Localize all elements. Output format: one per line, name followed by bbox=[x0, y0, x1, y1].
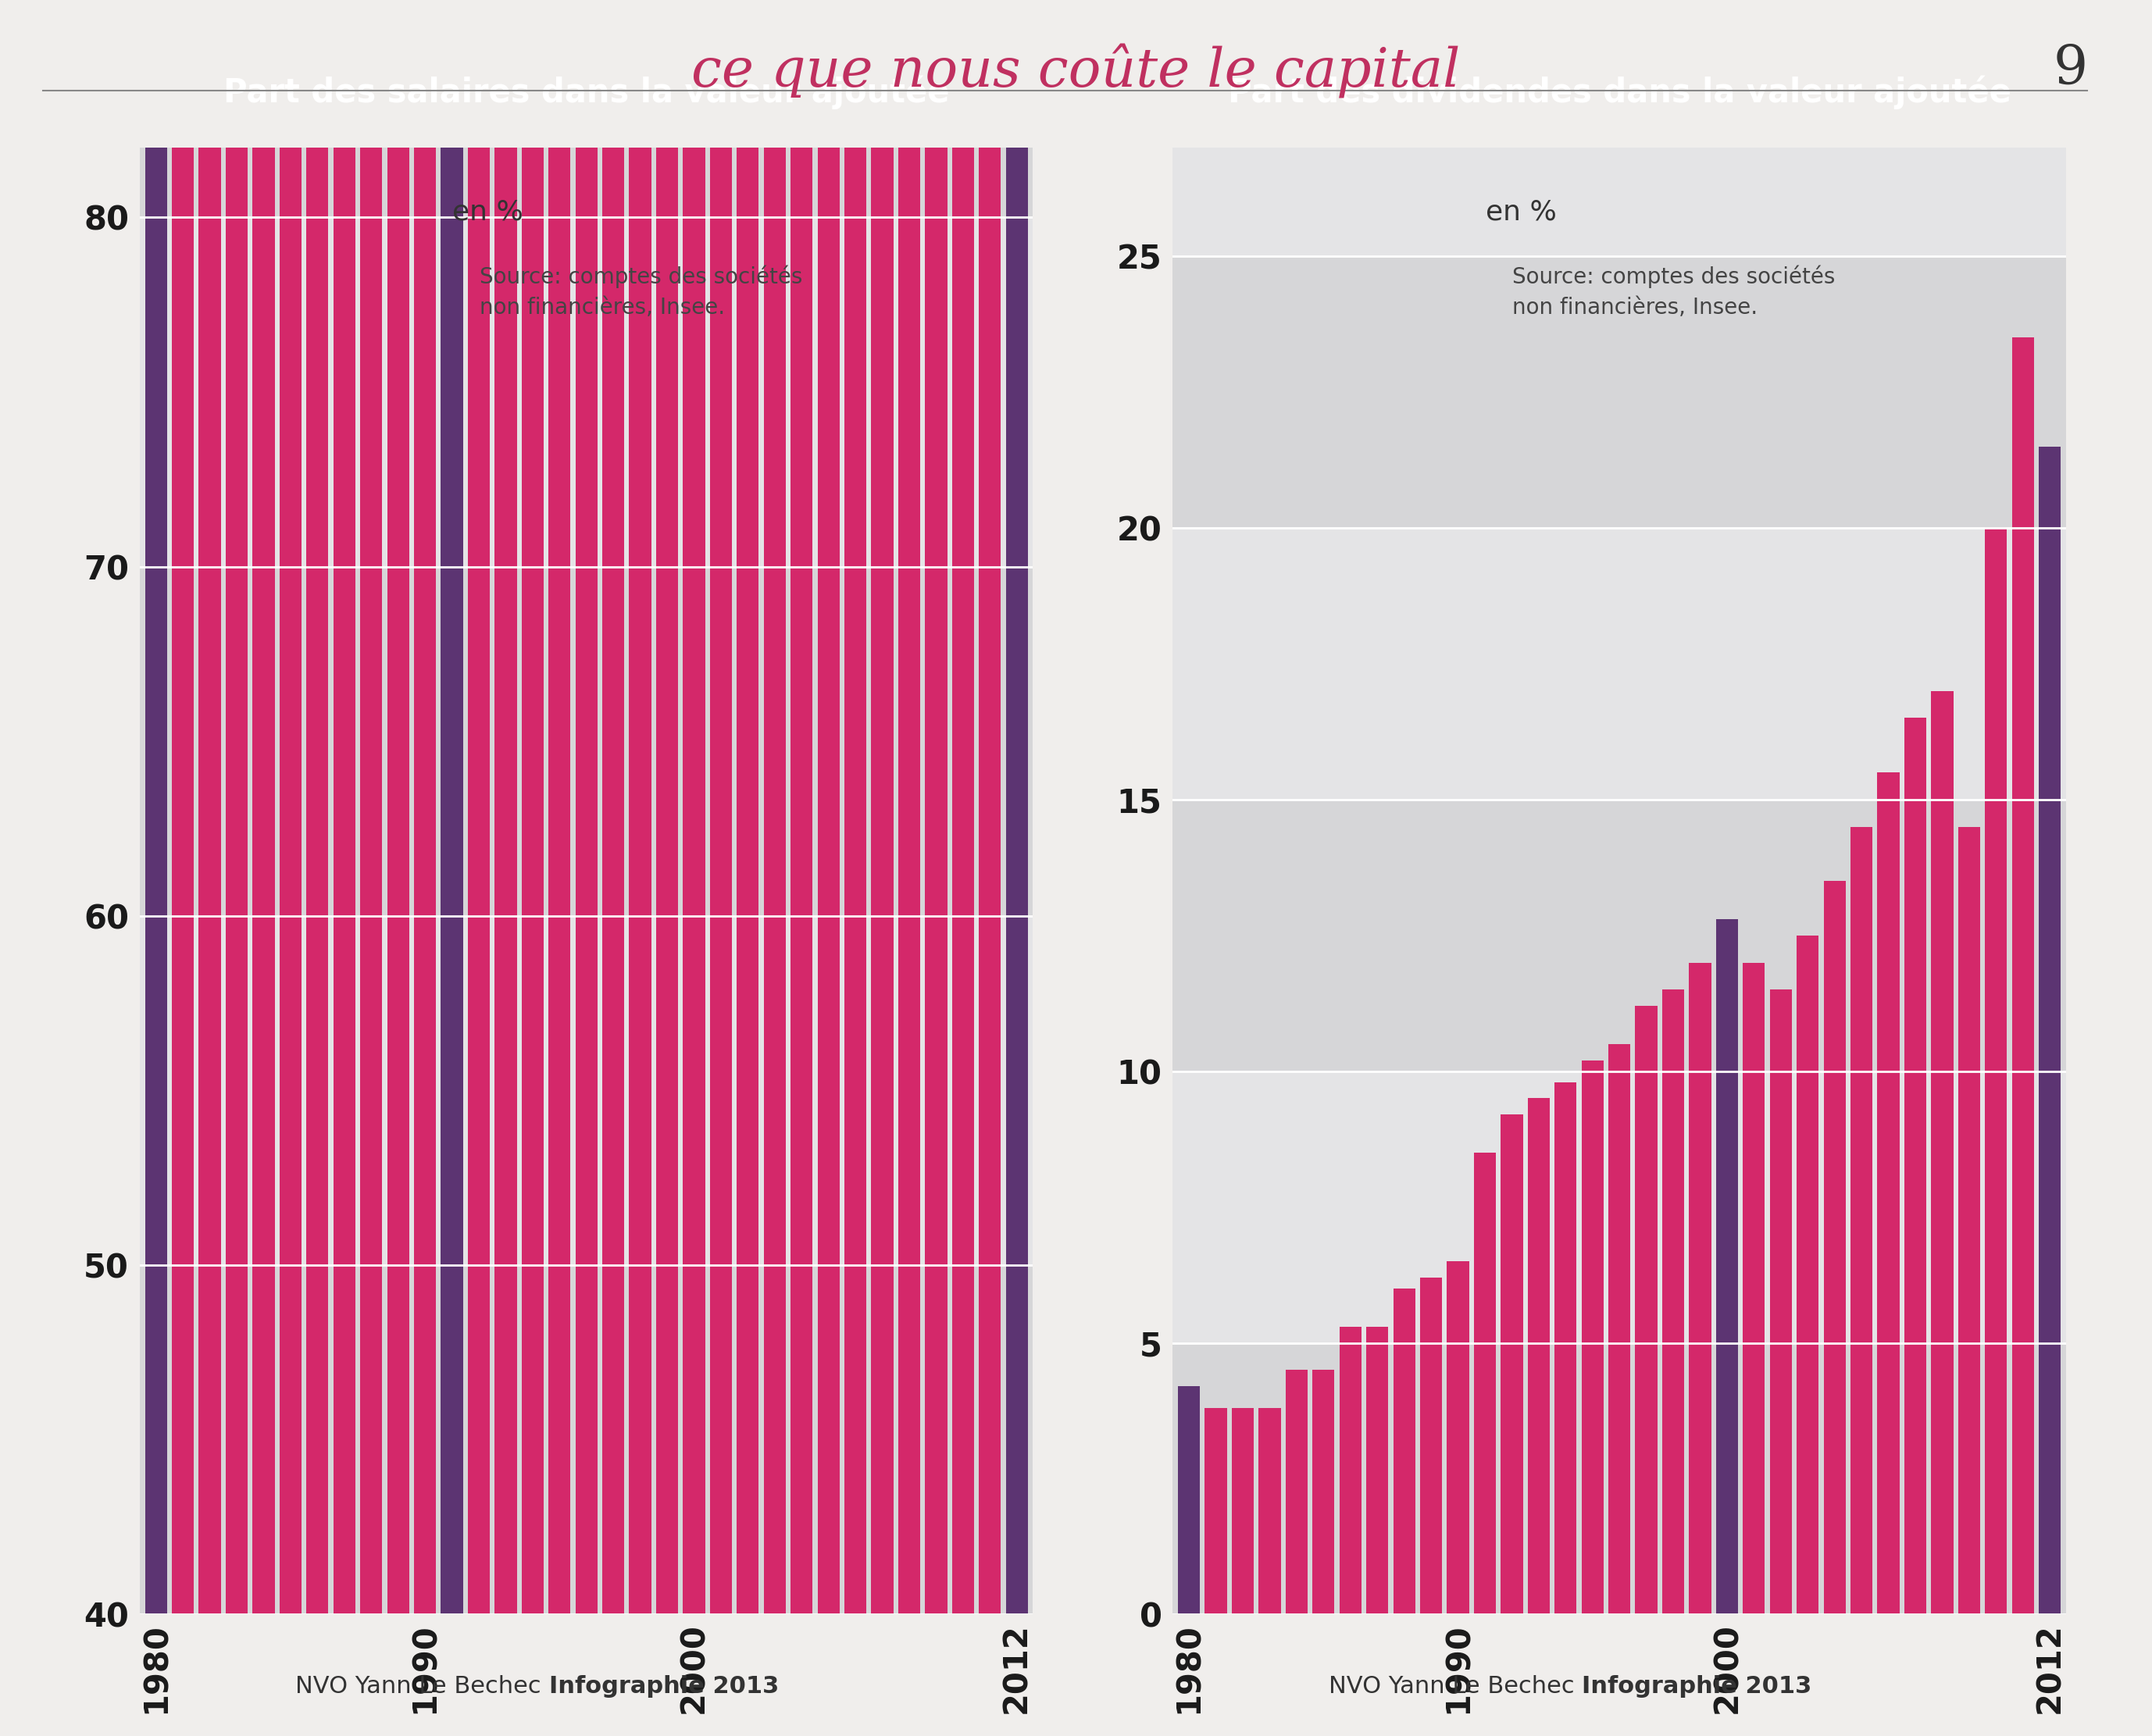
Bar bbox=[1205, 1408, 1227, 1614]
Bar bbox=[226, 0, 247, 1614]
Bar bbox=[1554, 1082, 1577, 1614]
Bar bbox=[334, 0, 355, 1614]
Bar bbox=[1367, 1326, 1388, 1614]
Bar bbox=[140, 917, 1033, 1266]
Bar bbox=[1958, 826, 1980, 1614]
Bar bbox=[2038, 446, 2062, 1614]
Text: en %: en % bbox=[1485, 200, 1556, 226]
Bar bbox=[1528, 1099, 1549, 1614]
Bar bbox=[467, 0, 491, 1614]
Bar bbox=[1984, 528, 2008, 1614]
Bar bbox=[682, 0, 706, 1614]
Bar bbox=[575, 0, 598, 1614]
Bar bbox=[1823, 882, 1846, 1614]
Text: Part des dividendes dans la valeur ajoutée: Part des dividendes dans la valeur ajout… bbox=[1227, 76, 2012, 109]
Bar bbox=[603, 0, 624, 1614]
Bar bbox=[1797, 936, 1818, 1614]
Text: 9: 9 bbox=[2053, 43, 2087, 95]
Bar bbox=[1608, 1043, 1631, 1614]
Text: Infographie 2013: Infographie 2013 bbox=[1582, 1675, 1812, 1698]
Bar bbox=[387, 0, 409, 1614]
Bar bbox=[1392, 1288, 1416, 1614]
Bar bbox=[359, 0, 383, 1614]
Bar bbox=[1582, 1061, 1603, 1614]
Bar bbox=[1905, 719, 1926, 1614]
Bar bbox=[140, 217, 1033, 566]
Bar bbox=[1285, 1370, 1308, 1614]
Bar bbox=[1661, 990, 1685, 1614]
Bar bbox=[144, 0, 168, 1614]
Bar bbox=[441, 0, 463, 1614]
Bar bbox=[140, 1266, 1033, 1614]
Text: en %: en % bbox=[452, 200, 523, 226]
Bar bbox=[1769, 990, 1793, 1614]
Bar bbox=[521, 0, 544, 1614]
Bar bbox=[925, 0, 947, 1614]
Bar bbox=[628, 0, 652, 1614]
Bar bbox=[1500, 1115, 1524, 1614]
Bar bbox=[2012, 339, 2034, 1614]
Bar bbox=[1005, 0, 1029, 1614]
Bar bbox=[764, 0, 785, 1614]
Bar bbox=[1173, 528, 2066, 800]
Bar bbox=[656, 0, 678, 1614]
Bar bbox=[951, 0, 975, 1614]
Bar bbox=[1173, 148, 2066, 257]
Text: Source: comptes des sociétés
non financières, Insee.: Source: comptes des sociétés non financi… bbox=[480, 266, 803, 318]
Text: Source: comptes des sociétés
non financières, Insee.: Source: comptes des sociétés non financi… bbox=[1513, 266, 1836, 318]
Bar bbox=[1420, 1278, 1442, 1614]
Bar bbox=[172, 0, 194, 1614]
Bar bbox=[790, 0, 813, 1614]
Bar bbox=[280, 0, 301, 1614]
Bar bbox=[872, 0, 893, 1614]
Bar bbox=[897, 0, 921, 1614]
Bar bbox=[1173, 800, 2066, 1071]
Bar bbox=[1173, 257, 2066, 528]
Text: Part des salaires dans la valeur ajoutée: Part des salaires dans la valeur ajoutée bbox=[224, 76, 949, 109]
Bar bbox=[1636, 1005, 1657, 1614]
Bar bbox=[495, 0, 516, 1614]
Bar bbox=[1231, 1408, 1255, 1614]
Bar bbox=[1715, 918, 1739, 1614]
Bar bbox=[198, 0, 222, 1614]
Bar bbox=[1689, 962, 1711, 1614]
Text: Infographie 2013: Infographie 2013 bbox=[549, 1675, 779, 1698]
Bar bbox=[549, 0, 570, 1614]
Text: NVO Yann Le Bechec: NVO Yann Le Bechec bbox=[1328, 1675, 1582, 1698]
Bar bbox=[413, 0, 437, 1614]
Bar bbox=[1259, 1408, 1280, 1614]
Bar bbox=[1851, 826, 1872, 1614]
Bar bbox=[979, 0, 1001, 1614]
Bar bbox=[844, 0, 867, 1614]
Bar bbox=[1173, 1344, 2066, 1614]
Bar bbox=[710, 0, 732, 1614]
Bar bbox=[1339, 1326, 1362, 1614]
Bar bbox=[140, 566, 1033, 917]
Bar bbox=[1446, 1262, 1470, 1614]
Bar bbox=[306, 0, 329, 1614]
Bar bbox=[1877, 773, 1900, 1614]
Bar bbox=[252, 0, 275, 1614]
Bar bbox=[140, 148, 1033, 217]
Text: ce que nous coûte le capital: ce que nous coûte le capital bbox=[691, 43, 1461, 97]
Bar bbox=[1474, 1153, 1496, 1614]
Bar bbox=[1743, 962, 1765, 1614]
Bar bbox=[736, 0, 760, 1614]
Bar bbox=[1313, 1370, 1334, 1614]
Bar bbox=[1177, 1387, 1201, 1614]
Text: NVO Yann Le Bechec: NVO Yann Le Bechec bbox=[295, 1675, 549, 1698]
Bar bbox=[1173, 1071, 2066, 1344]
Bar bbox=[1930, 691, 1954, 1614]
Bar bbox=[818, 0, 839, 1614]
